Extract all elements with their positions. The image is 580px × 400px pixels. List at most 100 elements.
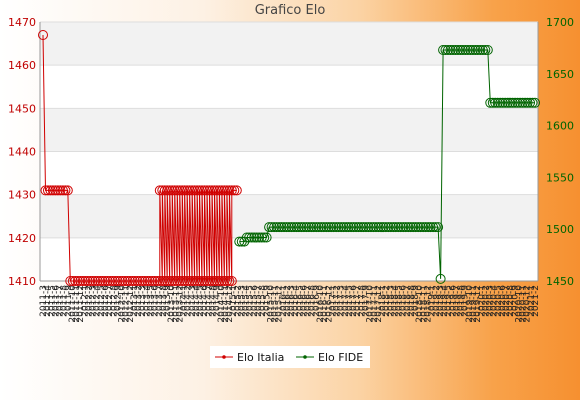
data-point [254, 232, 265, 243]
data-point [507, 97, 518, 108]
data-point [438, 45, 449, 55]
data-point [423, 222, 434, 233]
x-tick-label: 2019-11 [469, 285, 479, 323]
data-point [187, 276, 198, 286]
x-tick-label: 2011-9 [64, 285, 74, 317]
data-point [132, 276, 143, 286]
x-tick-label: 2021-2 [531, 285, 541, 317]
x-tick-label: 2011-3 [39, 285, 49, 317]
data-point [291, 222, 302, 233]
data-point [284, 222, 294, 233]
data-point [281, 222, 292, 233]
data-point [43, 185, 53, 196]
data-point [115, 276, 125, 286]
x-tick-label: 2012-5 [97, 285, 107, 317]
data-point [179, 276, 190, 286]
y-left-tick-label: 1410 [8, 275, 36, 288]
data-point [38, 30, 48, 40]
data-point [162, 276, 173, 286]
x-tick-label: 2015-8 [258, 285, 268, 317]
data-point [520, 97, 531, 108]
data-point [321, 222, 332, 233]
x-tick-label: 2017-10 [366, 285, 376, 323]
data-point [306, 222, 317, 233]
data-point [510, 97, 521, 108]
x-tick-label: 2016-5 [295, 285, 305, 317]
y-right-tick-label: 1700 [546, 16, 574, 29]
data-point [194, 276, 205, 286]
data-point [142, 276, 153, 286]
data-point [450, 45, 461, 55]
x-tick-label: 2020-1 [477, 285, 487, 317]
data-point [522, 97, 533, 108]
x-tick-label: 2016-10 [316, 285, 326, 323]
data-point [219, 185, 230, 196]
data-point [368, 222, 379, 233]
data-point [525, 97, 535, 108]
data-point [443, 45, 453, 55]
x-tick-label: 2017-12 [374, 285, 384, 323]
x-tick-label: 2011-5 [47, 285, 57, 317]
x-tick-label: 2016-11 [320, 285, 330, 323]
data-point [122, 276, 133, 286]
data-point [229, 185, 240, 196]
data-point [189, 185, 200, 196]
data-point [147, 276, 158, 286]
data-point [395, 222, 406, 233]
data-point [505, 97, 516, 108]
data-point [241, 232, 252, 243]
data-point [440, 45, 451, 55]
data-point [492, 97, 503, 108]
data-point [154, 185, 165, 196]
data-point [259, 232, 270, 243]
data-point [356, 222, 367, 233]
data-point [517, 97, 528, 108]
chart-title: Grafico Elo [254, 3, 326, 18]
x-tick-label: 2013-5 [147, 285, 157, 317]
data-point [169, 185, 180, 196]
x-tick-label: 2020-2 [481, 285, 491, 317]
data-point [269, 222, 280, 233]
data-point [380, 222, 391, 233]
data-point [80, 276, 91, 286]
data-point [57, 185, 68, 196]
data-point [209, 276, 220, 286]
data-point [162, 185, 173, 196]
data-point [490, 97, 501, 108]
data-point [209, 185, 220, 196]
data-point [207, 276, 217, 286]
data-point [204, 185, 215, 196]
data-point [527, 97, 538, 108]
data-point [92, 276, 103, 286]
data-point [214, 185, 225, 196]
data-point [177, 276, 188, 286]
data-point [172, 185, 183, 196]
data-point [214, 276, 225, 286]
data-point [224, 276, 235, 286]
data-point [445, 45, 456, 55]
data-point [289, 222, 299, 233]
data-point [159, 276, 170, 286]
x-tick-label: 2013-1 [130, 285, 140, 317]
data-point [453, 45, 463, 55]
data-point [371, 222, 381, 233]
x-tick-label: 2020-9 [510, 285, 520, 317]
data-point [378, 222, 389, 233]
data-point [311, 222, 322, 233]
x-tick-label: 2019-9 [461, 285, 471, 317]
data-point [261, 232, 272, 243]
data-point [293, 222, 304, 233]
x-tick-label: 2020-10 [515, 285, 525, 323]
x-tick-label: 2015-4 [242, 285, 252, 317]
data-point [323, 222, 334, 233]
x-tick-label: 2013-8 [159, 285, 169, 317]
data-point [336, 222, 347, 233]
data-point [279, 222, 289, 233]
data-point [95, 276, 106, 286]
data-point [467, 45, 478, 55]
x-tick-label: 2012-10 [118, 285, 128, 323]
data-point [318, 222, 329, 233]
data-point [129, 276, 140, 286]
data-point [120, 276, 130, 286]
